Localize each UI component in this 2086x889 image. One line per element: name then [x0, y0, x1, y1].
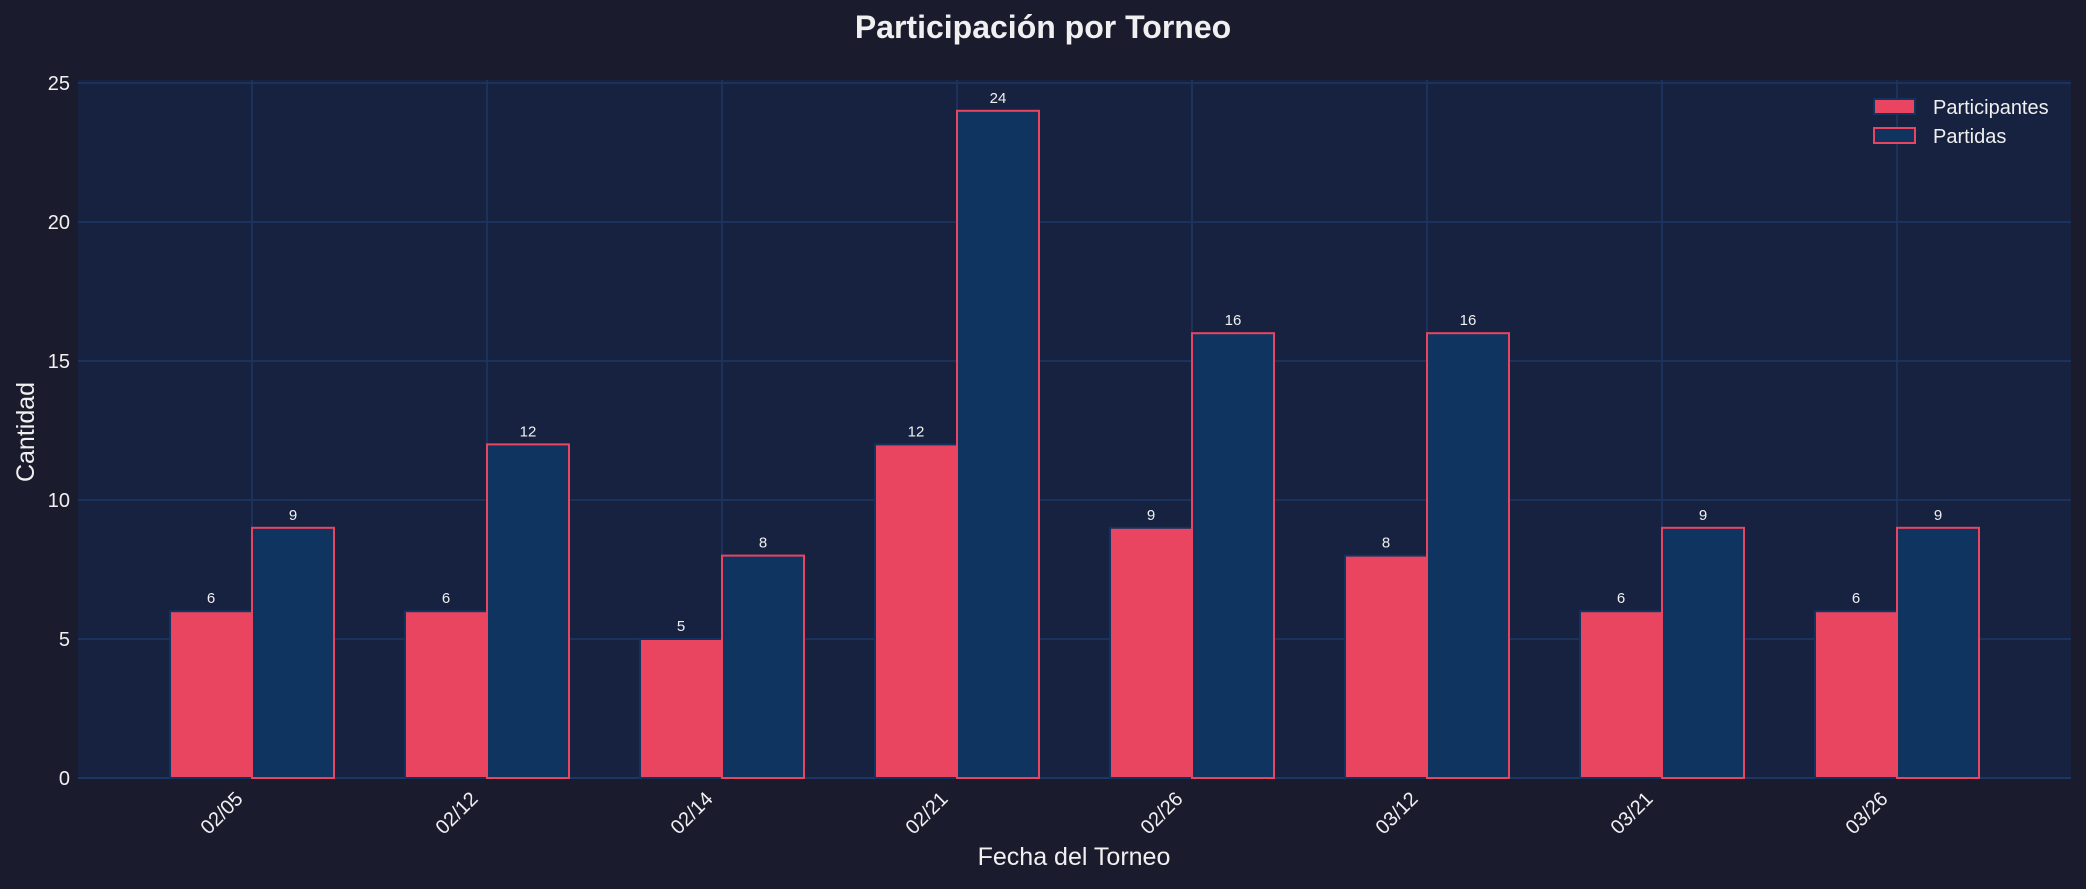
data-label: 8	[759, 535, 767, 552]
bar-partidas	[486, 443, 570, 779]
bar-participantes	[169, 610, 253, 780]
bar-partidas	[251, 526, 335, 779]
bar-participantes	[1579, 610, 1663, 780]
bar-partidas	[1426, 332, 1510, 779]
bar-partidas	[721, 554, 805, 779]
data-label: 16	[1225, 312, 1242, 329]
data-label: 9	[1699, 507, 1707, 524]
bar-partidas	[1661, 526, 1745, 779]
legend-label-participantes: Participantes	[1933, 97, 2049, 119]
bar-partidas	[956, 109, 1040, 780]
legend-swatch-participantes	[1873, 98, 1916, 115]
data-label: 24	[990, 90, 1007, 107]
y-tick-label: 25	[48, 73, 70, 95]
bar-participantes	[404, 610, 488, 780]
data-label: 12	[520, 423, 537, 440]
data-label: 9	[1147, 507, 1155, 524]
bar-partidas	[1191, 332, 1275, 779]
bar-partidas	[1896, 526, 1980, 779]
x-axis-label: Fecha del Torneo	[978, 843, 1171, 871]
data-label: 6	[442, 590, 450, 607]
legend-label-partidas: Partidas	[1933, 126, 2006, 148]
y-axis-label: Cantidad	[12, 382, 40, 482]
y-tick-label: 5	[59, 629, 70, 651]
bar-participantes	[1109, 526, 1193, 779]
bar-participantes	[639, 638, 723, 779]
plot-area	[78, 80, 2071, 778]
data-labels: 6 9 6 12 5 8 12 24 9 16 8 16 6 9 6 9	[207, 90, 1942, 635]
bar-participantes	[1344, 554, 1428, 779]
data-label: 16	[1460, 312, 1477, 329]
y-tick-label: 15	[48, 351, 70, 373]
bar-participantes	[874, 443, 958, 779]
y-tick-label: 20	[48, 212, 70, 234]
data-label: 5	[677, 618, 685, 635]
chart-title: Participación por Torneo	[855, 9, 1231, 45]
data-label: 6	[207, 590, 215, 607]
legend-swatch-partidas	[1873, 127, 1916, 144]
data-label: 6	[1617, 590, 1625, 607]
data-label: 6	[1852, 590, 1860, 607]
y-tick-label: 0	[59, 768, 70, 790]
data-label: 12	[908, 423, 925, 440]
bars	[169, 109, 1980, 780]
data-label: 9	[1934, 507, 1942, 524]
legend: Participantes Partidas	[1873, 97, 2049, 148]
data-label: 9	[289, 507, 297, 524]
bar-participantes	[1814, 610, 1898, 780]
data-label: 8	[1382, 535, 1390, 552]
y-tick-label: 10	[48, 490, 70, 512]
